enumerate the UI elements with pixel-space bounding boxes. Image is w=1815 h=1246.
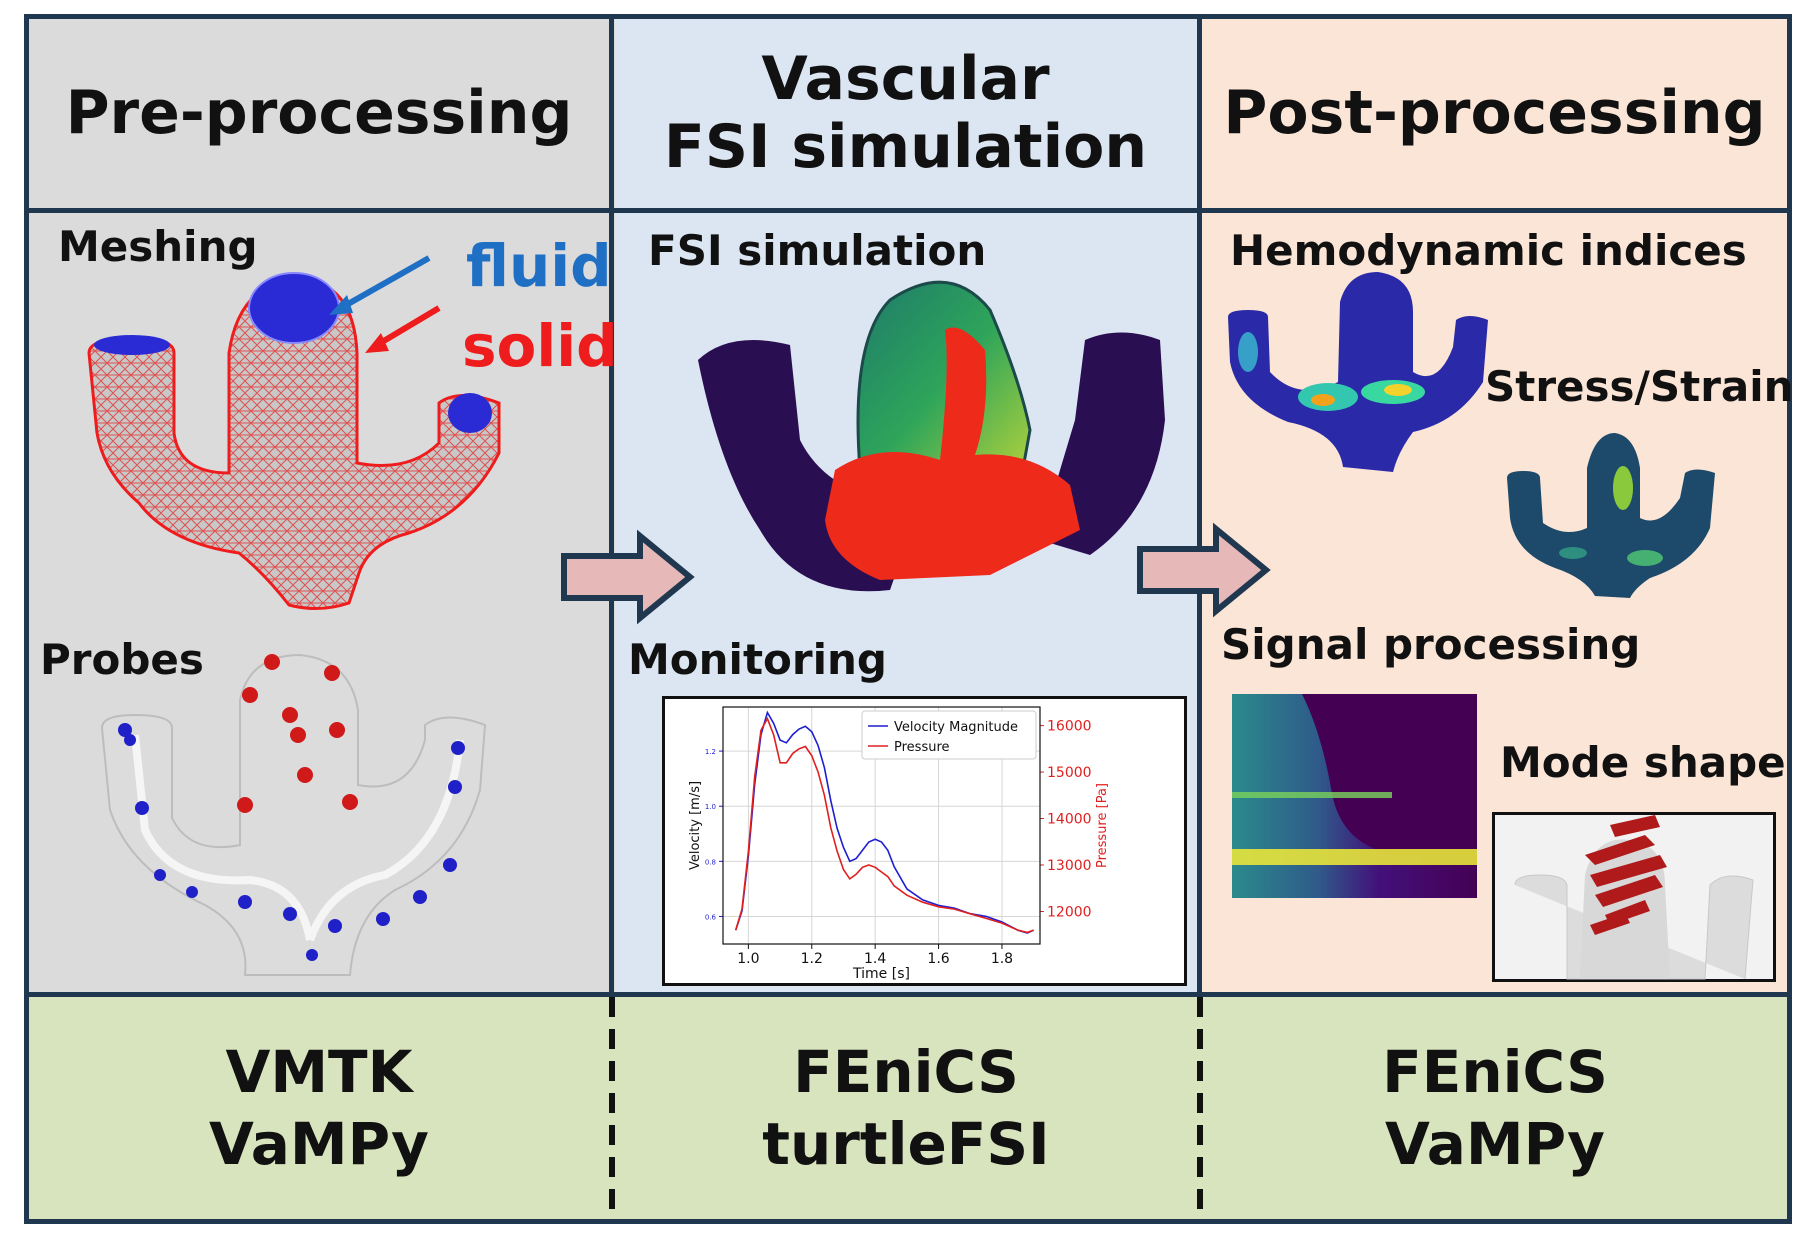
y2-tick-label: 12000 [1047,904,1092,920]
stress-strain-label: Stress/Strain [1485,362,1794,411]
tools-divider [29,992,1787,997]
fluid-label: fluid [466,232,612,300]
y2-axis-label: Pressure [Pa] [1095,783,1110,868]
y2-tick-label: 15000 [1047,765,1092,781]
tool-vmtk: VMTK [225,1037,413,1106]
x-tick-label: 1.2 [801,951,823,967]
hemo-vessel-shape [1228,272,1488,472]
mode-shape-box [1492,812,1776,982]
tools-dashed-divider-left [609,997,615,1219]
monitoring-chart-svg: 1.0 1.2 1.4 1.6 1.8 0.6 0.8 1.0 1.2 12000 13000 140… [688,706,1110,982]
monitoring-chart: 1.0 1.2 1.4 1.6 1.8 0.6 0.8 1.0 1.2 12000 13000 140… [662,696,1187,986]
y2-tick-label: 14000 [1047,812,1092,828]
y-tick-label: 0.8 [705,858,716,866]
pre-processing-tools: VMTK VaMPy [29,997,609,1219]
x-tick-label: 1.8 [991,951,1013,967]
series-line [734,716,1034,934]
spectrogram-band-mid [1232,792,1392,798]
mode-shape-label: Mode shape [1500,738,1786,787]
post-processing-tools: FEniCS VaMPy [1203,997,1787,1219]
column-divider-right [1197,19,1202,995]
probes-vessel-image [100,653,487,976]
tool-turtlefsi: turtleFSI [762,1110,1050,1178]
tools-row [29,995,1787,1219]
x-tick-label: 1.6 [927,951,949,967]
solid-arrowhead [365,333,389,353]
tool-vampy-post: VaMPy [1385,1110,1605,1178]
column-divider-left [609,19,614,995]
fluid-arrowhead [329,295,353,315]
x-axis-label: Time [s] [852,966,910,982]
probe-points [118,654,465,961]
process-arrow-1 [561,529,695,625]
fsi-simulation-label: FSI simulation [648,226,987,275]
x-tick-label: 1.4 [864,951,886,967]
legend-entry: Pressure [894,740,950,755]
hemo-hotspots [1238,332,1425,411]
mode-vessel-shape [1514,874,1754,980]
fsi-simulation-tools: FEniCS turtleFSI [615,997,1197,1219]
fluid-outlet-right [448,393,492,433]
fsi-simulation-title: Vascular FSI simulation [663,44,1148,182]
monitoring-label: Monitoring [628,635,887,684]
legend-box [861,710,1037,760]
probes-label: Probes [40,635,204,684]
y-tick-label: 1.0 [705,803,716,811]
tool-fenics-post: FEniCS [1382,1037,1608,1106]
y2-tick-label: 13000 [1047,858,1092,874]
tools-dashed-divider-right [1197,997,1203,1219]
vessel-aneurysm-wall [856,280,1032,487]
mode-shape-image [1514,815,1754,980]
tool-fenics: FEniCS [793,1037,1019,1106]
y-axis-label: Velocity [m/s] [688,781,703,870]
hemodynamic-indices-label: Hemodynamic indices [1230,226,1747,275]
diagram-frame [24,14,1792,1224]
spectrogram-band-low [1232,849,1477,865]
signal-processing-label: Signal processing [1221,620,1641,669]
stress-hotspots [1559,466,1663,566]
fsi-simulation-image [698,280,1165,592]
solid-label: solid [462,312,618,380]
header-divider [29,208,1787,213]
meshing-label: Meshing [58,222,258,271]
plot-frame [722,706,1041,945]
spectrogram-energy [1232,694,1477,898]
spectrogram-image [1232,694,1477,898]
solid-arrow [375,305,441,348]
vessel-core [825,327,1080,580]
legend-entry: Velocity Magnitude [894,720,1018,735]
y-tick-label: 1.2 [705,748,716,756]
x-tick-label: 1.0 [737,951,759,967]
pre-processing-title: Pre-processing [65,77,573,148]
y2-tick-label: 16000 [1047,719,1092,735]
stress-vessel-shape [1507,433,1715,598]
fluid-outlet-top [248,272,340,344]
probes-vessel-shape [100,653,487,976]
fluid-arrow [339,255,431,311]
hemodynamic-indices-image [1228,272,1488,472]
meshed-vessel-image [87,255,501,610]
stress-strain-image [1507,433,1715,598]
mode-displacement-arrows [1585,815,1667,935]
y-tick-label: 0.6 [705,913,717,921]
tool-vampy: VaMPy [209,1110,429,1178]
process-arrow-2 [1137,522,1271,618]
post-processing-title: Post-processing [1223,77,1766,148]
fluid-outlet-left [94,335,170,355]
